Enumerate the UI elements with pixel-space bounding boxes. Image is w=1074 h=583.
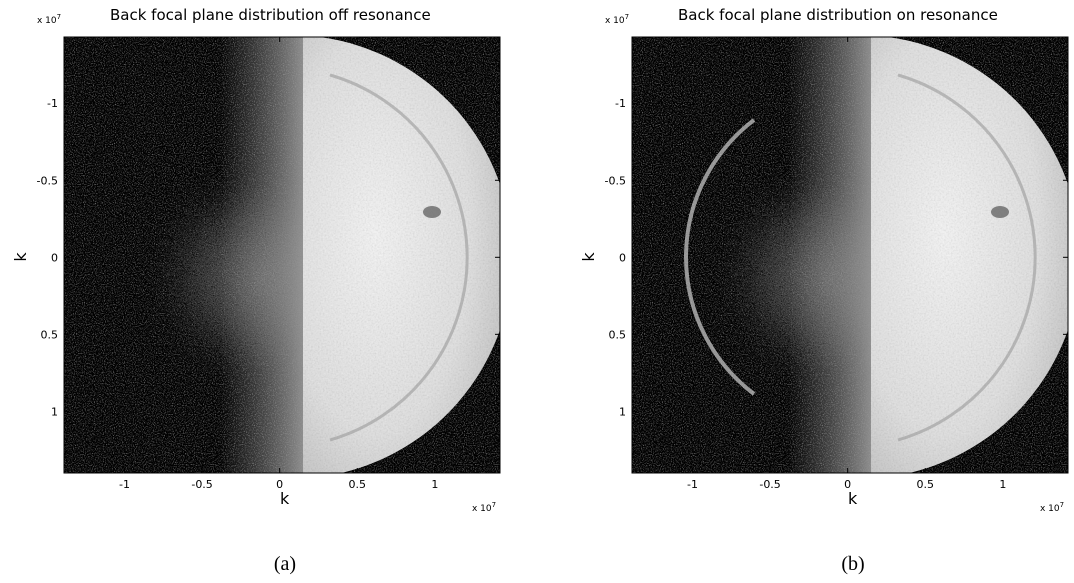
x-axis-label: k [848, 489, 858, 508]
image [64, 37, 500, 473]
y-tick-label: -1 [47, 97, 58, 110]
y-scale-power: 7 [625, 13, 629, 21]
x-tick-label: -1 [119, 478, 130, 491]
chart-title: Back focal plane distribution on resonan… [678, 6, 998, 24]
plot-frame [631, 36, 1069, 474]
x-tick-label: -0.5 [191, 478, 212, 491]
image [632, 37, 1068, 473]
x-axis-label: k [280, 489, 290, 508]
caption: (a) [274, 553, 296, 575]
y-tick-label: -1 [615, 97, 626, 110]
x-tick-label: -0.5 [759, 478, 780, 491]
x-tick-label: 0.5 [349, 478, 367, 491]
x-scale-label: x 107 [472, 501, 496, 514]
y-tick-label: 0.5 [41, 328, 59, 341]
x-scale-power: 7 [1060, 501, 1064, 509]
y-tick-label: -0.5 [605, 174, 626, 187]
y-axis-label: k [11, 252, 30, 262]
y-tick-label: 0 [51, 251, 58, 264]
y-tick-label: -0.5 [37, 174, 58, 187]
y-scale-power: 7 [57, 13, 61, 21]
x-scale-power: 7 [492, 501, 496, 509]
axes: -1 -0.5 0 0.5 1 -1 -0.5 0 0.5 1 Back focal plane d… [11, 6, 501, 575]
axes: -1 -0.5 0 0.5 1 -1 -0.5 0 0.5 1 Back focal plane d… [579, 6, 1069, 575]
x-tick-label: 0 [844, 478, 851, 491]
plot-frame [63, 36, 501, 474]
y-axis-label: k [579, 252, 598, 262]
caption: (b) [841, 553, 864, 575]
x-tick-label: 1 [999, 478, 1006, 491]
y-scale-label: x 107 [605, 13, 629, 26]
y-tick-label: 0 [619, 251, 626, 264]
x-tick-label: 0.5 [917, 478, 935, 491]
x-tick-label: 0 [276, 478, 283, 491]
y-scale-label: x 107 [37, 13, 61, 26]
chart-title: Back focal plane distribution off resona… [110, 6, 431, 24]
y-tick-label: 1 [619, 405, 626, 418]
y-tick-label: 0.5 [609, 328, 627, 341]
y-tick-label: 1 [51, 405, 58, 418]
x-tick-label: -1 [687, 478, 698, 491]
x-tick-label: 1 [431, 478, 438, 491]
x-scale-label: x 107 [1040, 501, 1064, 514]
